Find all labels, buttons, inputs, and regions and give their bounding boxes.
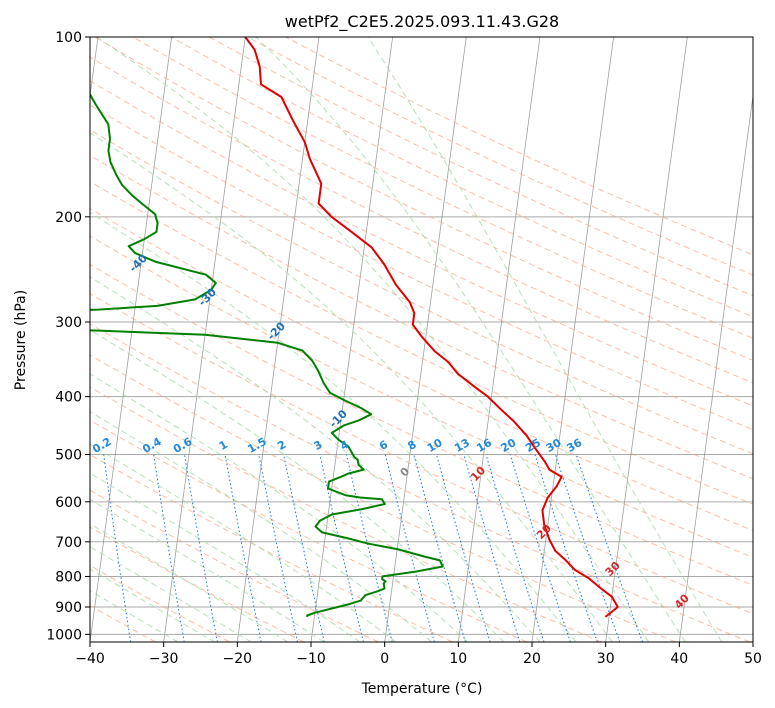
moist-adiabat-line: [90, 276, 541, 642]
y-tick-label: 600: [55, 495, 82, 511]
moist-adiabat-line: [96, 37, 650, 642]
y-tick-label: 800: [55, 569, 82, 585]
dry-adiabat-line: [90, 323, 750, 642]
mixing-ratio-line: [575, 454, 644, 642]
x-tick-label: 10: [449, 651, 467, 667]
mixing-ratio-line: [436, 454, 491, 642]
mixing-ratio-line: [463, 454, 521, 642]
y-tick-label: 900: [55, 600, 82, 616]
moist-adiabat-line: [367, 37, 723, 642]
x-axis: −40 −30 −20 −10 0 10 20 30 40 50: [75, 642, 762, 667]
dry-adiabat-line: [90, 80, 753, 407]
isotherm-line: [90, 37, 173, 642]
dry-adiabat-line: [90, 263, 753, 586]
dry-adiabat-line: [90, 386, 602, 642]
y-tick-label: 1000: [46, 627, 82, 643]
series-layer: [90, 37, 619, 618]
isotherm-line: [678, 92, 753, 642]
mixing-ratio-line: [509, 454, 571, 642]
y-tick-label: 200: [55, 210, 82, 226]
x-tick-label: −30: [149, 651, 179, 667]
plot-frame: [89, 36, 754, 643]
isotherm-line: [531, 37, 615, 642]
moist-adiabat-line: [90, 523, 288, 642]
moist-adiabat-line: [90, 590, 179, 642]
isotherm-line: [605, 37, 688, 642]
moist-adiabat-line: [90, 329, 505, 642]
y-tick-label: 300: [55, 315, 82, 331]
isotherm-line: [457, 37, 541, 642]
x-tick-label: 40: [670, 651, 688, 667]
moist-adiabat-line: [90, 443, 397, 642]
y-tick-label: 500: [55, 448, 82, 464]
moist-adiabat-line: [90, 411, 433, 642]
moist-adiabat-line: [90, 472, 361, 642]
x-tick-label: −40: [75, 651, 105, 667]
dry-adiabat-line: [90, 129, 753, 455]
y-tick-label: 700: [55, 535, 82, 551]
x-tick-label: 0: [380, 651, 389, 667]
mixing-ratio-line: [554, 454, 621, 642]
temperature-profile-line: [244, 37, 619, 618]
isotherm-line: [310, 37, 394, 642]
mixing-ratio-line: [224, 454, 262, 642]
moist-adiabat-line: [90, 132, 613, 642]
moist-adiabat-line: [90, 498, 325, 642]
mixing-ratio-line: [413, 454, 466, 642]
dewpoint-profile-line: [90, 92, 444, 618]
mixing-ratio-line: [283, 454, 325, 642]
x-tick-label: 30: [597, 651, 615, 667]
y-tick-label: 100: [55, 30, 82, 46]
dry-adiabat-line: [90, 180, 753, 505]
moist-adiabat-line: [90, 373, 469, 642]
dry-adiabat-line: [90, 419, 528, 642]
dry-adiabat-line: [209, 37, 753, 297]
y-axis: 100 200 300 400 500 600 700 800 900 1000: [46, 30, 90, 643]
y-tick-label: 400: [55, 390, 82, 406]
dry-adiabat-line: [170, 37, 753, 318]
x-tick-label: −20: [223, 651, 253, 667]
mixing-ratio-line: [384, 454, 435, 642]
dry-adiabat-line: [90, 526, 305, 642]
dry-adiabat-line: [90, 354, 676, 642]
y-axis-label: Pressure (hPa): [13, 290, 29, 390]
mixing-ratio-line: [319, 454, 364, 642]
chart-title: wetPf2_C2E5.2025.093.11.43.G28: [285, 12, 559, 32]
dry-adiabat-line: [90, 453, 453, 642]
dry-adiabat-line: [90, 293, 753, 615]
mixing-ratio-line: [345, 454, 393, 642]
moist-adiabat-line: [90, 546, 252, 642]
x-axis-label: Temperature (°C): [361, 681, 483, 697]
dry-adiabat-line: [90, 235, 753, 559]
x-tick-label: 50: [744, 651, 762, 667]
mixing-ratio-line: [485, 454, 545, 642]
moist-adiabat-line: [90, 211, 577, 642]
dry-adiabat-line: [90, 154, 753, 480]
x-tick-label: −10: [296, 651, 326, 667]
mixing-ratio-line: [258, 454, 298, 642]
dry-adiabat-line: [90, 489, 379, 642]
dry-adiabat-line: [90, 56, 753, 384]
x-tick-label: 20: [523, 651, 541, 667]
grid-layer: [90, 37, 753, 642]
